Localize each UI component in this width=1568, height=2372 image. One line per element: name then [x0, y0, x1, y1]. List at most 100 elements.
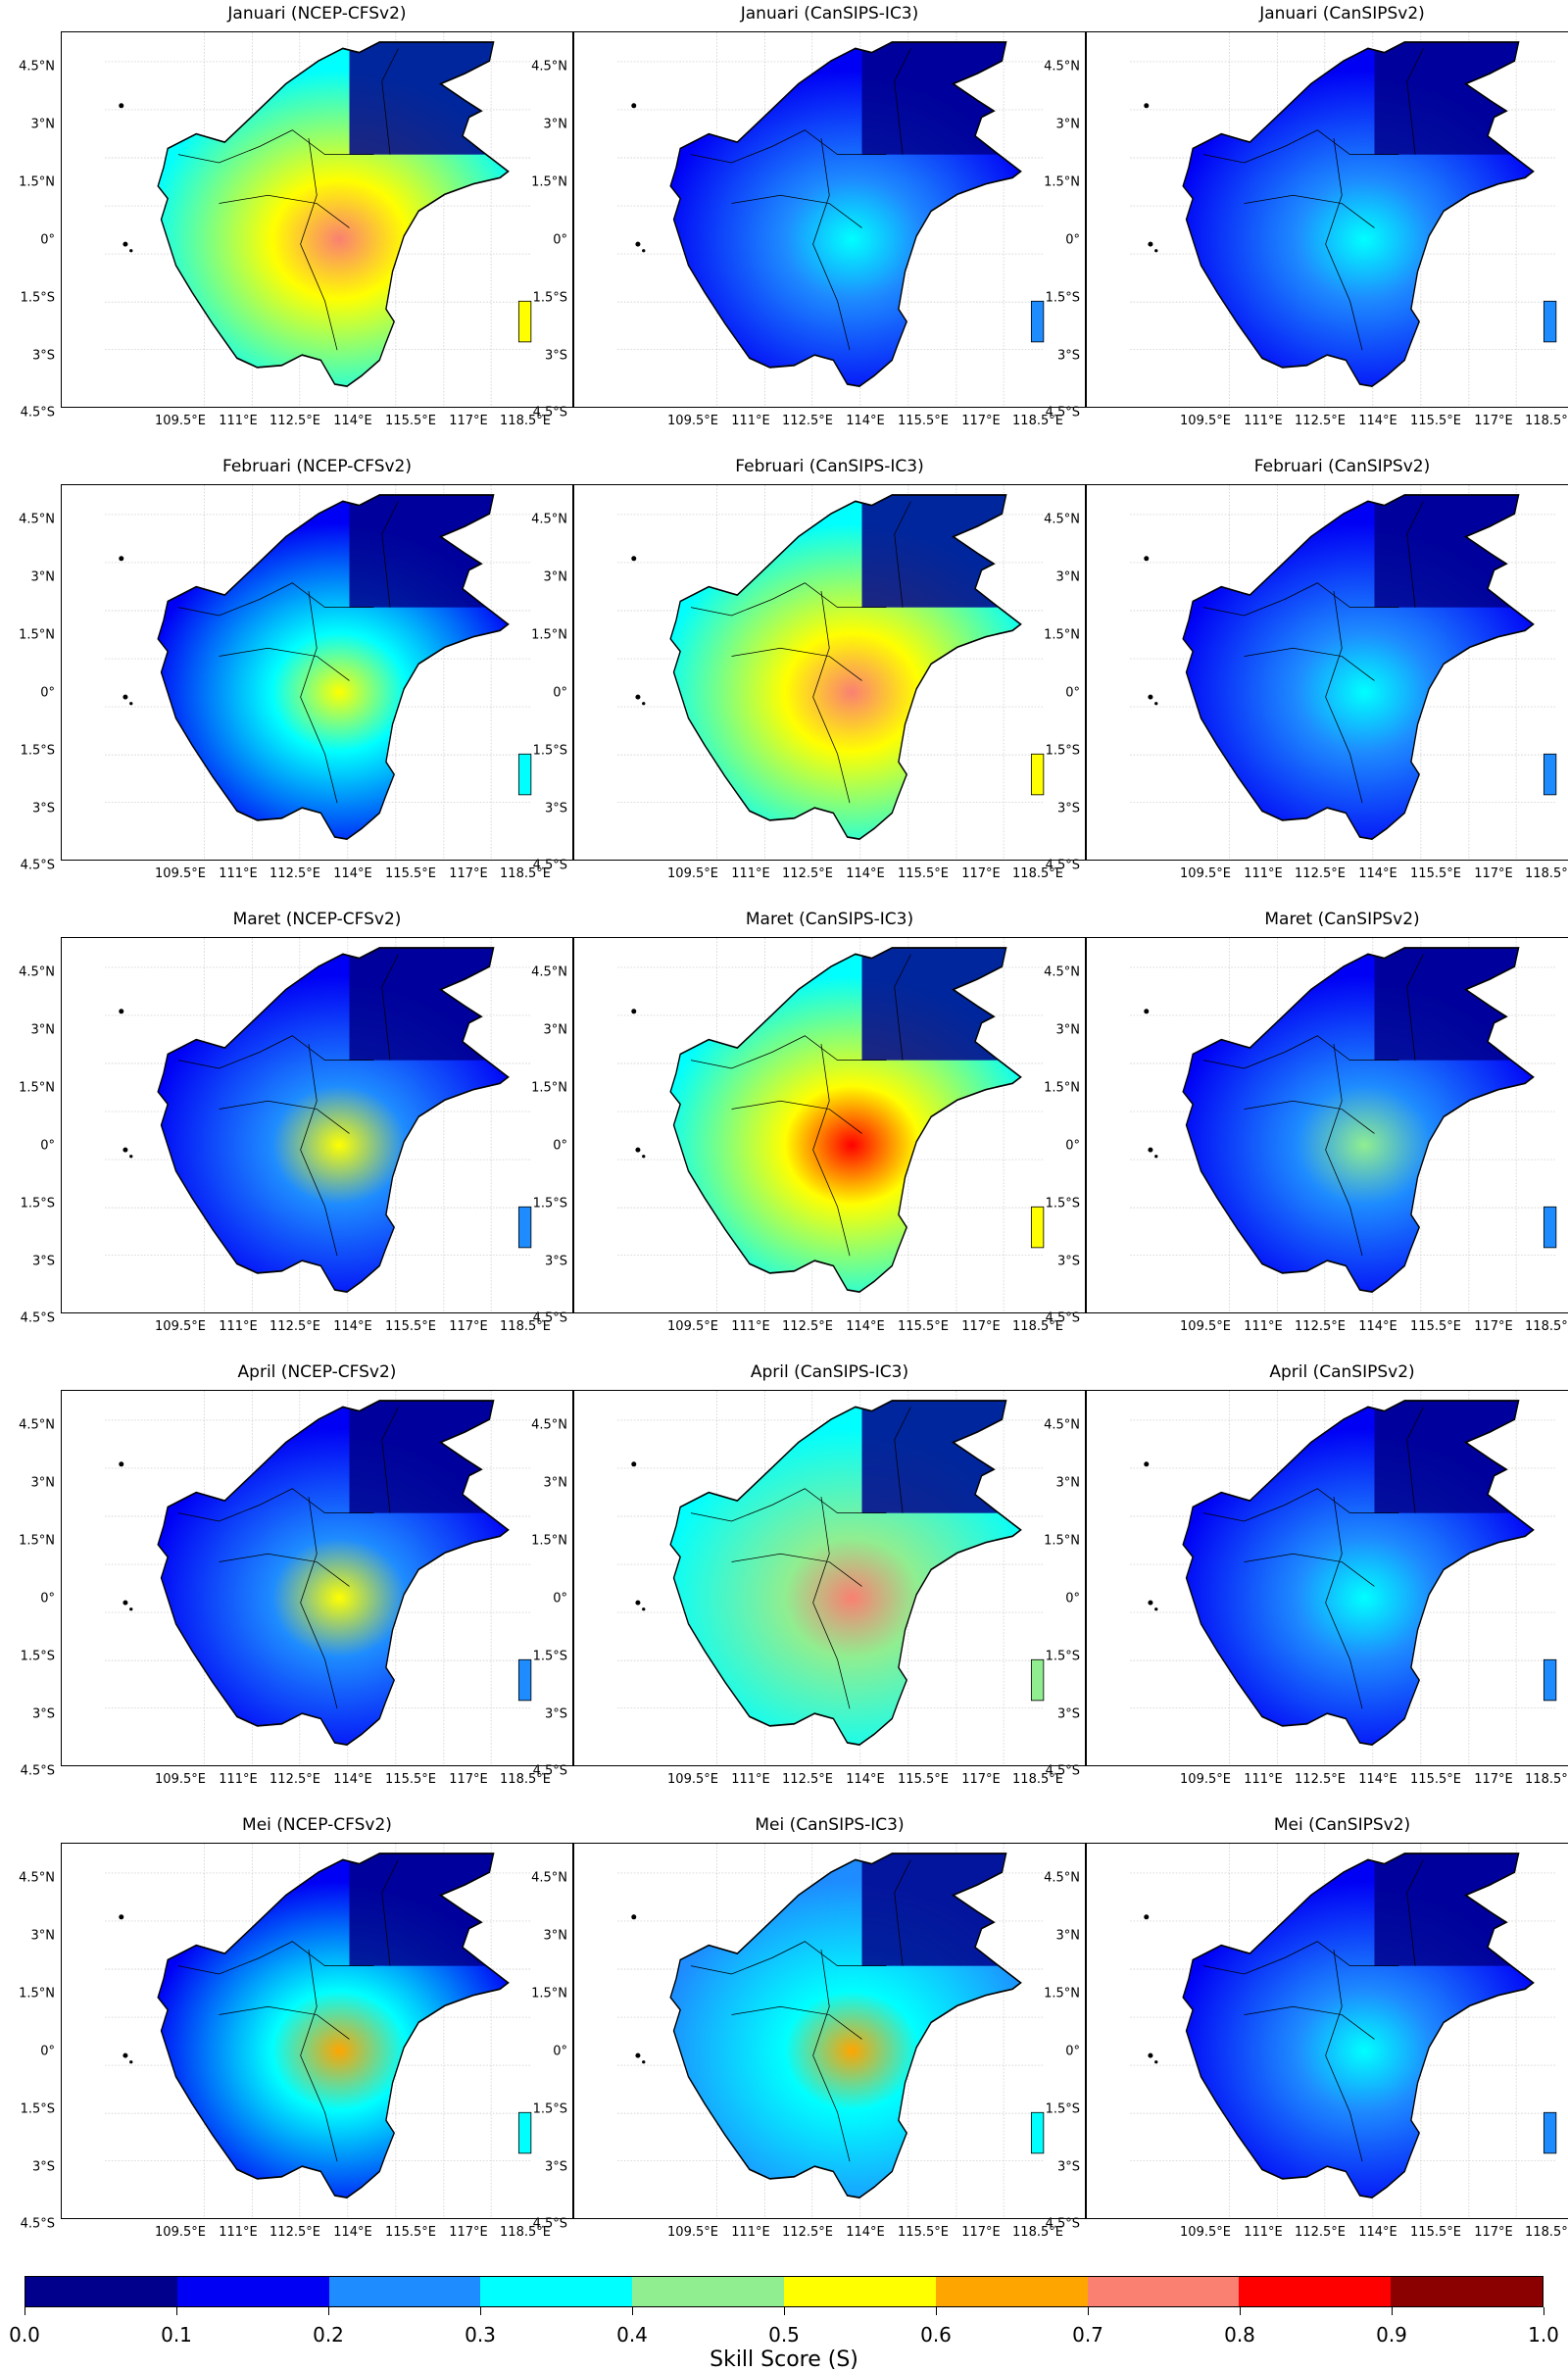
colorbar-tick-label: 0.8: [1224, 2323, 1255, 2347]
lat-tick-label: 1.5°S: [532, 2101, 567, 2117]
colorbar-tick-mark: [1392, 2307, 1393, 2315]
lat-tick-label: 0°: [40, 232, 55, 248]
lon-tick-label: 114°E: [1358, 414, 1397, 428]
map-panel: April (NCEP-CFSv2) 4: [19, 1362, 573, 1787]
lat-tick-label: 3°N: [30, 1022, 56, 1038]
panel-title: Februari (CanSIPS-IC3): [735, 457, 924, 476]
map-frame: [1086, 937, 1568, 1313]
lon-tick-label: 118.5°E: [1012, 2225, 1063, 2240]
lat-tick-label: 0°: [40, 1591, 55, 1606]
lon-tick-label: 117°E: [449, 414, 488, 428]
lon-tick-label: 117°E: [1474, 1319, 1513, 1334]
panel-title: Februari (CanSIPSv2): [1253, 457, 1431, 476]
colorbar-segment: [480, 2277, 633, 2306]
colorbar-tick-label: 1.0: [1528, 2323, 1559, 2347]
map-frame: [573, 484, 1086, 861]
panel-title: Januari (CanSIPS-IC3): [740, 4, 919, 24]
map-frame: [1086, 1390, 1568, 1766]
map-panel: Maret (CanSIPS-IC3): [531, 910, 1086, 1334]
lat-tick-label: 1.5°N: [19, 627, 55, 643]
lon-tick-label: 111°E: [731, 866, 770, 881]
lon-tick-label: 109.5°E: [155, 866, 206, 881]
lon-tick-label: 111°E: [219, 2225, 258, 2240]
lon-tick-label: 112.5°E: [782, 866, 833, 881]
lon-tick-label: 112.5°E: [270, 1772, 320, 1787]
panel-title: April (NCEP-CFSv2): [237, 1362, 397, 1382]
lon-tick-label: 117°E: [1474, 414, 1513, 428]
lon-tick-label: 111°E: [219, 414, 258, 428]
map-panel: Mei (CanSIPSv2) 4.5°: [1044, 1815, 1568, 2240]
colorbar-tick-mark: [784, 2307, 785, 2315]
colorbar-segment: [1087, 2277, 1240, 2306]
lon-tick-label: 114°E: [846, 1319, 885, 1334]
lat-tick-label: 1.5°S: [20, 1649, 55, 1664]
colorbar-tick-label: 0.1: [161, 2323, 192, 2347]
lat-tick-label: 3°S: [1056, 801, 1080, 816]
lon-tick-label: 118.5°E: [1012, 1772, 1063, 1787]
colorbar-tick-mark: [24, 2307, 25, 2315]
lon-tick-label: 118.5°E: [500, 1319, 551, 1334]
colorbar-tick-mark: [480, 2307, 481, 2315]
lat-tick-label: 1.5°N: [19, 1986, 55, 2001]
lon-tick-label: 114°E: [1358, 866, 1397, 881]
lon-tick-label: 111°E: [219, 1772, 258, 1787]
lat-tick-label: 4.5°S: [1045, 858, 1080, 873]
lon-tick-label: 117°E: [449, 2225, 488, 2240]
lon-tick-label: 112.5°E: [1295, 1319, 1346, 1334]
lon-tick-label: 111°E: [1244, 1772, 1283, 1787]
lon-tick-label: 111°E: [731, 2225, 770, 2240]
lon-tick-label: 115.5°E: [385, 2225, 436, 2240]
lon-tick-label: 117°E: [1474, 2225, 1513, 2240]
map-panel: Januari (NCEP-CFSv2): [19, 4, 573, 428]
lat-tick-label: 3°S: [544, 2159, 567, 2175]
map-panel: Maret (NCEP-CFSv2) 4: [19, 910, 573, 1334]
colorbar-tick-mark: [936, 2307, 937, 2315]
lat-tick-label: 4.5°S: [20, 2216, 55, 2232]
lon-tick-label: 115.5°E: [898, 866, 949, 881]
map-frame: [61, 937, 573, 1313]
lon-tick-label: 118.5°E: [1525, 2225, 1568, 2240]
lon-tick-label: 109.5°E: [667, 1319, 718, 1334]
lat-tick-label: 4.5°S: [532, 858, 567, 873]
lat-tick-label: 3°N: [543, 117, 568, 132]
colorbar-tick-label: 0.7: [1072, 2323, 1103, 2347]
lat-tick-label: 3°N: [30, 117, 56, 132]
colorbar-segment: [176, 2277, 329, 2306]
map-panel: Mei (NCEP-CFSv2) 4.5: [19, 1815, 573, 2240]
map-panel: Januari (CanSIPS-IC3): [531, 4, 1086, 428]
panel-title: Maret (NCEP-CFSv2): [232, 910, 402, 929]
map-panel: April (CanSIPSv2) 4.: [1044, 1362, 1568, 1787]
panel-title: Januari (NCEP-CFSv2): [227, 4, 407, 24]
lon-tick-label: 109.5°E: [1180, 866, 1231, 881]
lat-tick-label: 1.5°N: [531, 627, 567, 643]
map-frame: [61, 1843, 573, 2219]
lat-tick-label: 1.5°N: [1044, 1080, 1080, 1096]
lon-tick-label: 117°E: [961, 414, 1001, 428]
map-panel: Februari (NCEP-CFSv2): [19, 457, 573, 881]
lat-tick-label: 1.5°S: [20, 290, 55, 306]
lon-tick-label: 112.5°E: [782, 2225, 833, 2240]
colorbar-tick-label: 0.2: [313, 2323, 344, 2347]
lat-tick-label: 0°: [40, 685, 55, 701]
lat-tick-label: 1.5°S: [1045, 743, 1080, 759]
lon-tick-label: 109.5°E: [667, 866, 718, 881]
lat-tick-label: 0°: [553, 685, 567, 701]
colorbar-segment: [783, 2277, 936, 2306]
colorbar-tick-mark: [632, 2307, 633, 2315]
lat-tick-label: 4.5°N: [1044, 59, 1080, 74]
lon-tick-label: 112.5°E: [1295, 866, 1346, 881]
lat-tick-label: 1.5°N: [1044, 1986, 1080, 2001]
lat-tick-label: 3°S: [1056, 1254, 1080, 1269]
map-panel: April (CanSIPS-IC3): [531, 1362, 1086, 1787]
lon-tick-label: 112.5°E: [270, 1319, 320, 1334]
lat-tick-label: 4.5°N: [19, 512, 55, 527]
colorbar-tick-label: 0.9: [1376, 2323, 1407, 2347]
lon-tick-label: 118.5°E: [1525, 1319, 1568, 1334]
lat-tick-label: 3°N: [1055, 1928, 1081, 1944]
lon-tick-label: 114°E: [846, 866, 885, 881]
lon-tick-label: 109.5°E: [155, 1772, 206, 1787]
lon-tick-label: 111°E: [1244, 2225, 1283, 2240]
lat-tick-label: 3°S: [544, 348, 567, 364]
lat-tick-label: 3°N: [1055, 1022, 1081, 1038]
map-panel: Maret (CanSIPSv2) 4.: [1044, 910, 1568, 1334]
